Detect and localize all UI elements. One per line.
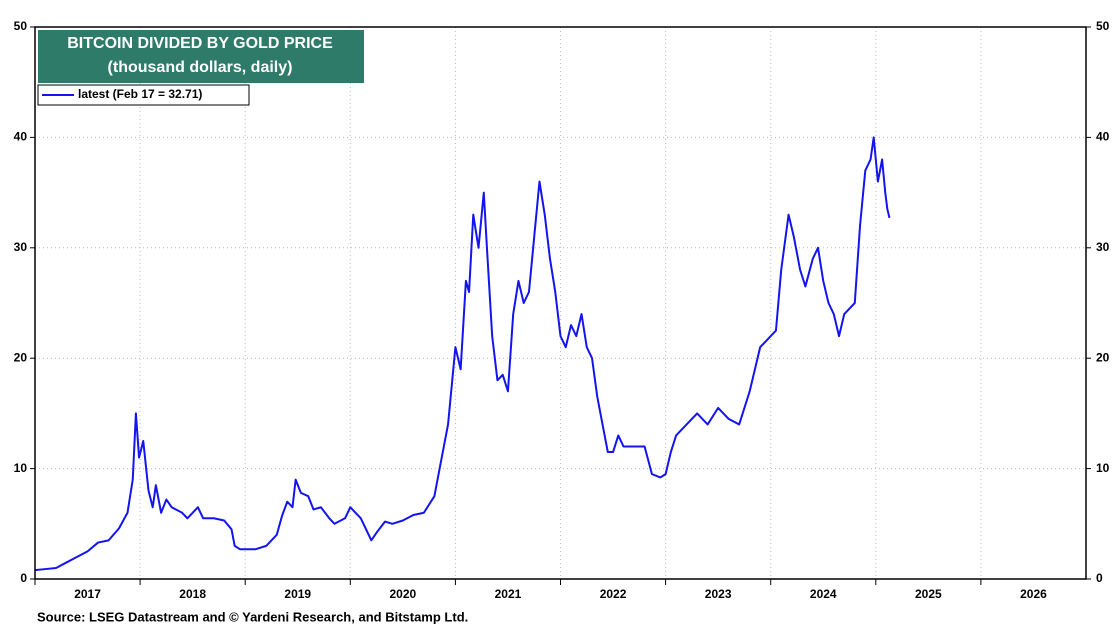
- title-box: [38, 30, 364, 83]
- chart-subtitle: (thousand dollars, daily): [108, 59, 293, 76]
- y2-tick-label: 20: [1096, 350, 1110, 364]
- line: [34, 136, 891, 572]
- y-tick-label: 40: [14, 130, 28, 144]
- x-tick-label: 2024: [810, 587, 837, 601]
- x-tick-label: 2023: [705, 587, 732, 601]
- legend-label: latest (Feb 17 = 32.71): [78, 87, 202, 101]
- source: Source: LSEG Datastream and © Yardeni Re…: [37, 609, 468, 624]
- y2-tick-label: 10: [1096, 461, 1110, 475]
- y2-tick-label: 50: [1096, 19, 1110, 33]
- y-tick-label: 50: [14, 19, 28, 33]
- x-tick-label: 2021: [495, 587, 522, 601]
- y2-tick-label: 40: [1096, 130, 1110, 144]
- x-tick-label: 2025: [915, 587, 942, 601]
- y-tick-label: 30: [14, 240, 28, 254]
- legend-box: [37, 84, 250, 106]
- chart-title: BITCOIN DIVIDED BY GOLD PRICE: [67, 35, 333, 52]
- y-tick-label: 0: [20, 571, 27, 585]
- y2-tick-label: 0: [1096, 571, 1103, 585]
- x-tick-label: 2026: [1020, 587, 1047, 601]
- y-tick-label: 10: [14, 461, 28, 475]
- x-tick-label: 2019: [284, 587, 311, 601]
- y-tick-label: 20: [14, 350, 28, 364]
- x-tick-label: 2018: [179, 587, 206, 601]
- x-tick-label: 2020: [389, 587, 416, 601]
- y2-tick-label: 30: [1096, 240, 1110, 254]
- x-tick-label: 2022: [600, 587, 627, 601]
- x-tick-label: 2017: [74, 587, 101, 601]
